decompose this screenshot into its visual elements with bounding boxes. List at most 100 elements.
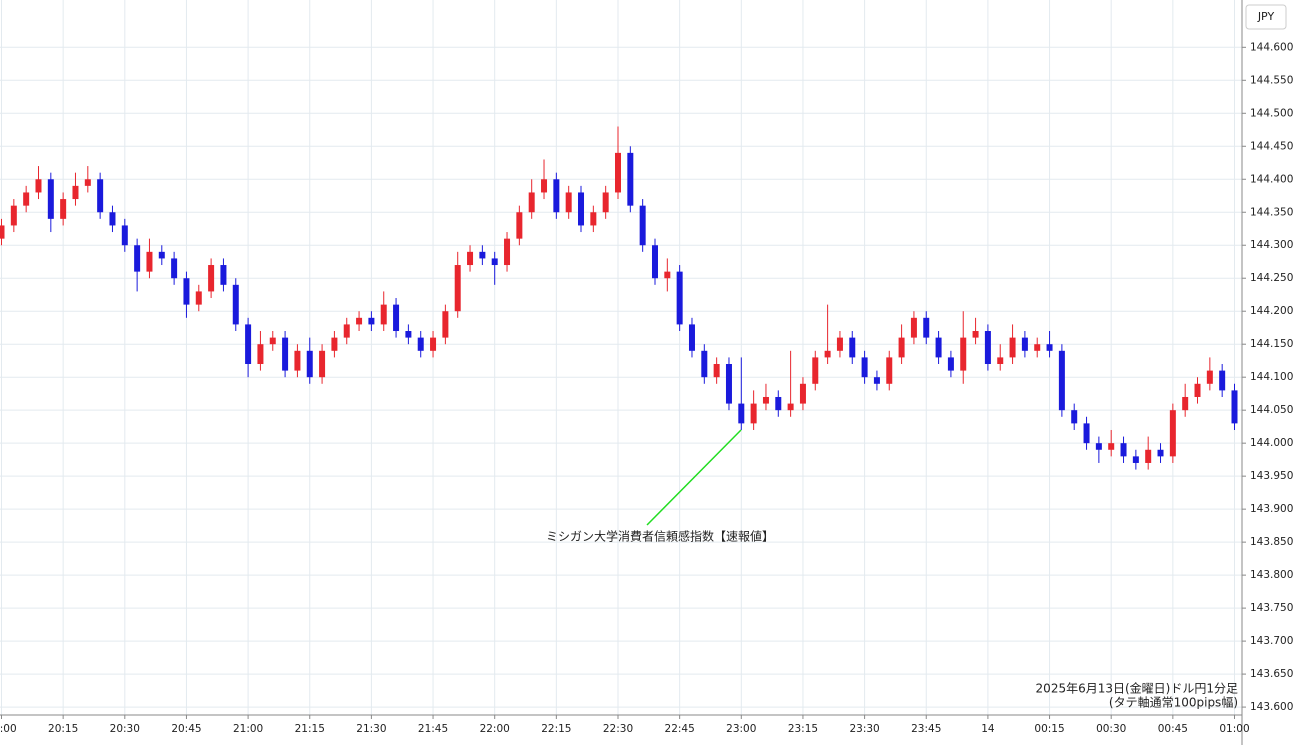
candle-body — [1108, 443, 1115, 450]
y-tick-label: 143.900 — [1250, 503, 1293, 515]
candle-body — [578, 192, 585, 226]
candle-body — [627, 152, 634, 206]
x-tick-label: 20:45 — [171, 723, 201, 735]
x-tick-label: 00:30 — [1096, 723, 1126, 735]
y-tick-label: 144.400 — [1250, 173, 1293, 185]
y-tick-label: 144.450 — [1250, 140, 1293, 152]
candle-body — [84, 179, 91, 186]
candle-body — [331, 337, 338, 351]
caption: 2025年6月13日(金曜日)ドル円1分足 — [1036, 681, 1238, 696]
candle-body — [491, 258, 498, 266]
y-tick-label: 144.100 — [1250, 371, 1293, 383]
candle-body — [380, 304, 387, 325]
y-tick-label: 143.600 — [1250, 701, 1293, 713]
candle-body — [257, 344, 264, 364]
candle-body — [516, 212, 523, 239]
candle-body — [541, 179, 548, 193]
candle-body — [195, 291, 202, 305]
candle-body — [183, 278, 190, 305]
candle-body — [886, 357, 893, 384]
candle-body — [750, 403, 757, 424]
candle-body — [97, 179, 104, 213]
x-tick-label: 00:15 — [1034, 723, 1064, 735]
candle-body — [405, 331, 412, 338]
x-tick-label: 20:00 — [0, 723, 17, 735]
candle-body — [1145, 449, 1152, 463]
candle-body — [528, 192, 535, 213]
candle-body — [898, 337, 905, 358]
candle-body — [639, 205, 646, 246]
candle-body — [923, 317, 930, 338]
x-tick-label: 22:45 — [665, 723, 695, 735]
candle-body — [454, 265, 461, 312]
candle-body — [282, 337, 289, 371]
candle-body — [799, 383, 806, 404]
x-tick-label: 22:15 — [541, 723, 571, 735]
y-tick-label: 143.800 — [1250, 569, 1293, 581]
candle-body — [873, 377, 880, 384]
candle-body — [713, 364, 720, 378]
candle-body — [1182, 396, 1189, 411]
candle-body — [393, 304, 400, 332]
candle-body — [479, 251, 486, 259]
candle-body — [972, 331, 979, 338]
y-tick-label: 143.750 — [1250, 602, 1293, 614]
candle-body — [306, 350, 313, 378]
candle-body — [676, 271, 683, 325]
candle-body — [158, 251, 165, 259]
candle-body — [935, 337, 942, 358]
candle-body — [553, 179, 560, 213]
y-tick-label: 144.550 — [1250, 74, 1293, 86]
candle-body — [997, 357, 1004, 364]
candle-body — [269, 337, 276, 345]
candle-body — [910, 317, 917, 338]
candle-body — [1231, 390, 1238, 424]
x-tick-label: 21:45 — [418, 723, 448, 735]
x-tick-label: 21:00 — [233, 723, 263, 735]
x-tick-label: 14 — [981, 723, 995, 735]
annotation: ミシガン大学消費者信頼感指数【速報値】 — [546, 529, 774, 544]
y-tick-label: 144.050 — [1250, 404, 1293, 416]
candle-body — [417, 337, 424, 351]
candle-body — [775, 396, 782, 411]
x-tick-label: 23:30 — [849, 723, 879, 735]
candle-body — [1194, 383, 1201, 397]
candle-body — [10, 205, 17, 226]
currency-label: JPY — [1257, 10, 1275, 23]
candle-body — [651, 245, 658, 279]
x-tick-label: 22:00 — [480, 723, 510, 735]
candle-body — [1058, 350, 1065, 411]
caption: (タテ軸通常100pips幅) — [1109, 695, 1238, 710]
candle-body — [109, 212, 116, 226]
candle-body — [565, 192, 572, 213]
candle-body — [171, 258, 178, 279]
candle-body — [368, 317, 375, 325]
candle-body — [1132, 456, 1139, 463]
candle-body — [232, 284, 239, 325]
candle-body — [984, 331, 991, 364]
candle-body — [1046, 344, 1053, 351]
candle-body — [701, 350, 708, 378]
x-tick-label: 20:15 — [48, 723, 78, 735]
candle-body — [208, 265, 215, 292]
candle-body — [60, 199, 67, 219]
candle-body — [442, 311, 449, 338]
candle-body — [504, 238, 511, 266]
y-tick-label: 144.150 — [1250, 338, 1293, 350]
candle-body — [1034, 344, 1041, 351]
candle-body — [23, 192, 30, 206]
y-tick-label: 143.700 — [1250, 635, 1293, 647]
candle-body — [960, 337, 967, 371]
candle-body — [1071, 410, 1078, 424]
x-tick-label: 20:30 — [110, 723, 140, 735]
candle-body — [725, 364, 732, 404]
candle-body — [812, 357, 819, 384]
candle-body — [664, 271, 671, 279]
candles — [0, 126, 1238, 470]
currency-box — [1245, 4, 1287, 30]
candle-body — [121, 225, 128, 246]
y-tick-label: 144.500 — [1250, 107, 1293, 119]
y-tick-label: 143.850 — [1250, 536, 1293, 548]
